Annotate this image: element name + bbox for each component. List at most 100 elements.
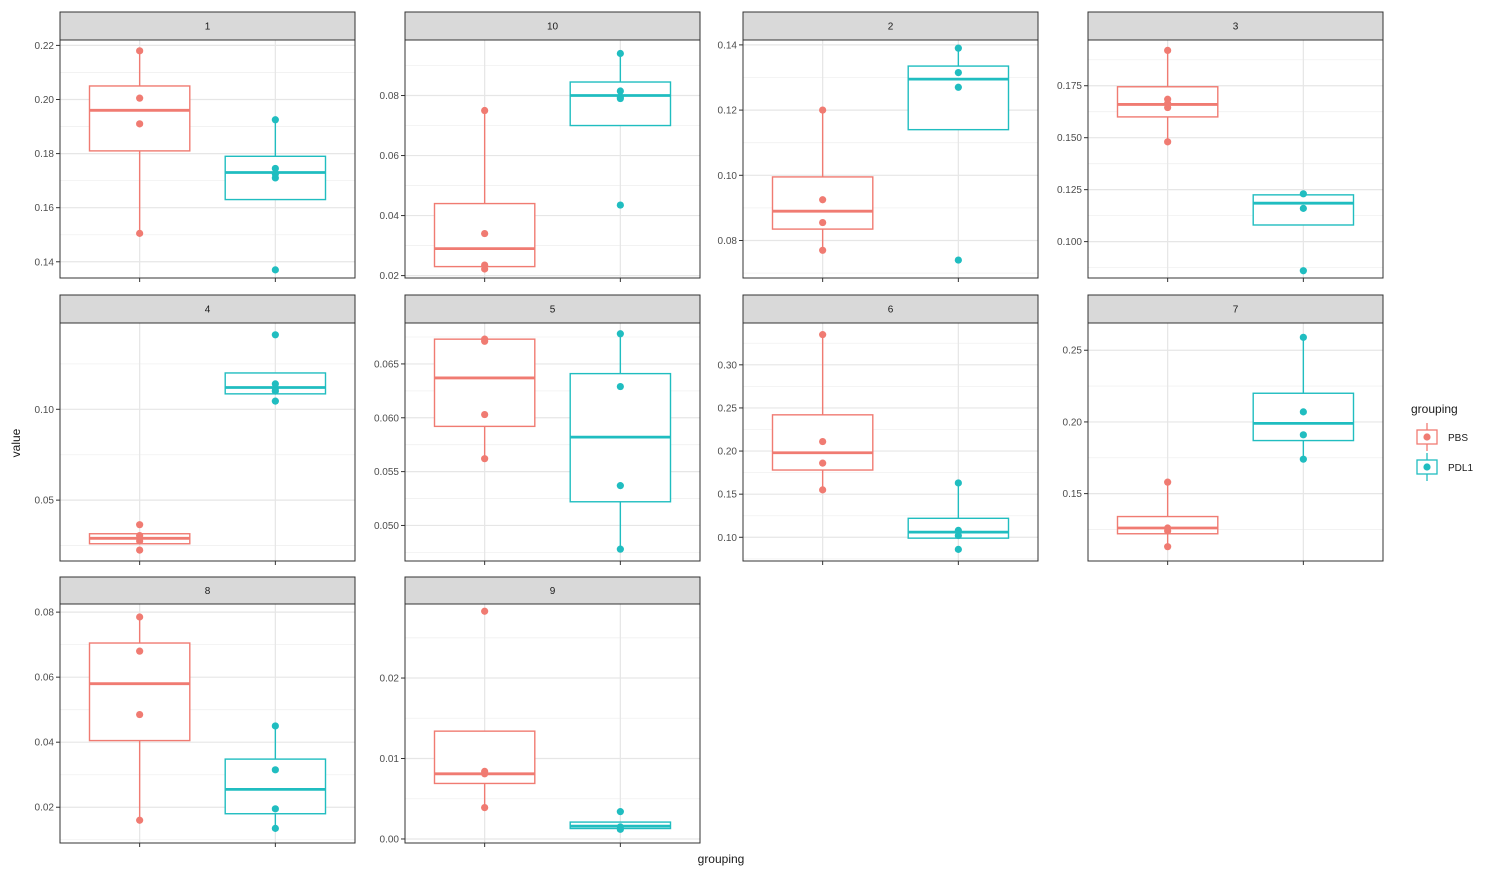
data-point — [616, 382, 624, 391]
box-PDL1 — [569, 49, 672, 209]
y-tick-label: 0.20 — [718, 447, 738, 458]
y-tick-label: 0.10 — [718, 171, 738, 182]
box-PBS — [88, 613, 191, 824]
y-tick-label: 0.25 — [1063, 346, 1083, 357]
facet-strip-label: 2 — [888, 22, 894, 33]
box-PBS — [771, 106, 874, 254]
facet-strip-label: 9 — [550, 586, 556, 597]
data-point — [271, 766, 279, 774]
y-tick-label: 0.10 — [35, 405, 55, 416]
y-tick-label: 0.15 — [1063, 489, 1083, 500]
panel-border — [404, 603, 701, 844]
y-tick-label: 0.065 — [374, 359, 399, 370]
y-tick-label: 0.02 — [380, 271, 400, 282]
panel-border — [1087, 322, 1384, 562]
data-point — [481, 455, 489, 463]
data-point — [136, 613, 144, 621]
data-point — [1164, 46, 1172, 54]
y-tick-label: 0.04 — [35, 738, 55, 749]
panel-border — [404, 322, 701, 562]
data-point — [616, 87, 624, 95]
data-point — [819, 196, 827, 204]
data-point — [271, 387, 279, 395]
data-point — [954, 531, 962, 540]
y-tick-label: 0.060 — [374, 413, 399, 424]
panel-border — [1087, 39, 1384, 279]
facet-strip-10 — [404, 11, 701, 41]
data-point — [954, 479, 962, 487]
facet-strip-5 — [404, 294, 701, 324]
y-tick-label: 0.01 — [380, 754, 400, 765]
data-point — [1299, 333, 1307, 341]
data-point — [136, 537, 144, 545]
facet-panel-8: 8 0.02 0.04 0.06 0.08 — [35, 576, 356, 847]
data-point — [136, 120, 144, 128]
box-iqr — [1116, 86, 1219, 118]
facet-strip-label: 7 — [1233, 305, 1239, 316]
data-point — [1299, 408, 1307, 416]
legend-key-PDL1 — [1416, 453, 1438, 481]
box-PDL1 — [569, 330, 672, 553]
facet-panel-9: 9 0.00 0.01 0.02 — [380, 576, 701, 847]
data-point — [819, 486, 827, 494]
data-point — [136, 710, 144, 719]
y-tick-label: 0.02 — [380, 674, 400, 685]
data-point — [481, 803, 489, 812]
data-point — [954, 44, 962, 52]
box-PDL1 — [224, 116, 327, 274]
data-point — [1164, 527, 1172, 535]
data-point — [481, 106, 489, 115]
data-point — [136, 521, 144, 529]
facet-panel-7: 7 0.15 0.20 0.25 — [1063, 294, 1384, 565]
y-tick-label: 0.10 — [718, 533, 738, 544]
data-point — [271, 266, 279, 274]
box-PDL1 — [569, 808, 672, 833]
y-tick-label: 0.25 — [718, 403, 738, 414]
facet-panel-1: 1 0.14 0.16 0.18 0.20 0.22 — [35, 11, 356, 282]
box-PBS — [771, 331, 874, 494]
data-point — [136, 647, 144, 655]
box-iqr — [88, 642, 191, 742]
box-PBS — [1116, 46, 1219, 146]
data-point — [481, 265, 489, 273]
box-PBS — [433, 106, 536, 273]
box-PBS — [433, 607, 536, 812]
y-tick-label: 0.18 — [35, 149, 55, 160]
facet-panel-10: 10 0.02 0.04 0.06 0.08 — [380, 11, 701, 282]
y-tick-label: 0.08 — [718, 236, 738, 247]
data-point — [1299, 190, 1307, 198]
legend: grouping PBS PDL1 — [1411, 402, 1473, 481]
data-point — [819, 437, 827, 446]
data-point — [616, 825, 624, 833]
data-point — [954, 83, 962, 91]
facet-strip-9 — [404, 576, 701, 605]
data-point — [1164, 103, 1172, 112]
data-point — [136, 94, 144, 102]
y-tick-label: 0.08 — [35, 608, 55, 619]
facet-strip-label: 10 — [547, 22, 559, 33]
legend-key-point — [1423, 433, 1431, 441]
facet-strip-8 — [59, 576, 356, 605]
data-point — [136, 816, 144, 824]
y-axis-title: value — [9, 428, 23, 457]
data-point — [271, 397, 279, 405]
y-tick-label: 0.20 — [1063, 417, 1083, 428]
facet-strip-label: 4 — [205, 305, 211, 316]
data-point — [954, 545, 962, 553]
y-tick-label: 0.06 — [35, 673, 55, 684]
y-tick-label: 0.20 — [35, 95, 55, 106]
facet-strip-2 — [742, 11, 1039, 41]
y-tick-label: 0.30 — [718, 360, 738, 371]
data-point — [954, 526, 962, 534]
box-iqr — [907, 65, 1010, 131]
y-tick-label: 0.12 — [718, 106, 738, 117]
y-tick-label: 0.02 — [35, 803, 55, 814]
panel-border — [59, 322, 356, 562]
data-point — [1299, 267, 1307, 275]
data-point — [481, 337, 489, 345]
data-point — [616, 201, 624, 209]
data-point — [271, 824, 279, 832]
data-point — [136, 229, 144, 237]
